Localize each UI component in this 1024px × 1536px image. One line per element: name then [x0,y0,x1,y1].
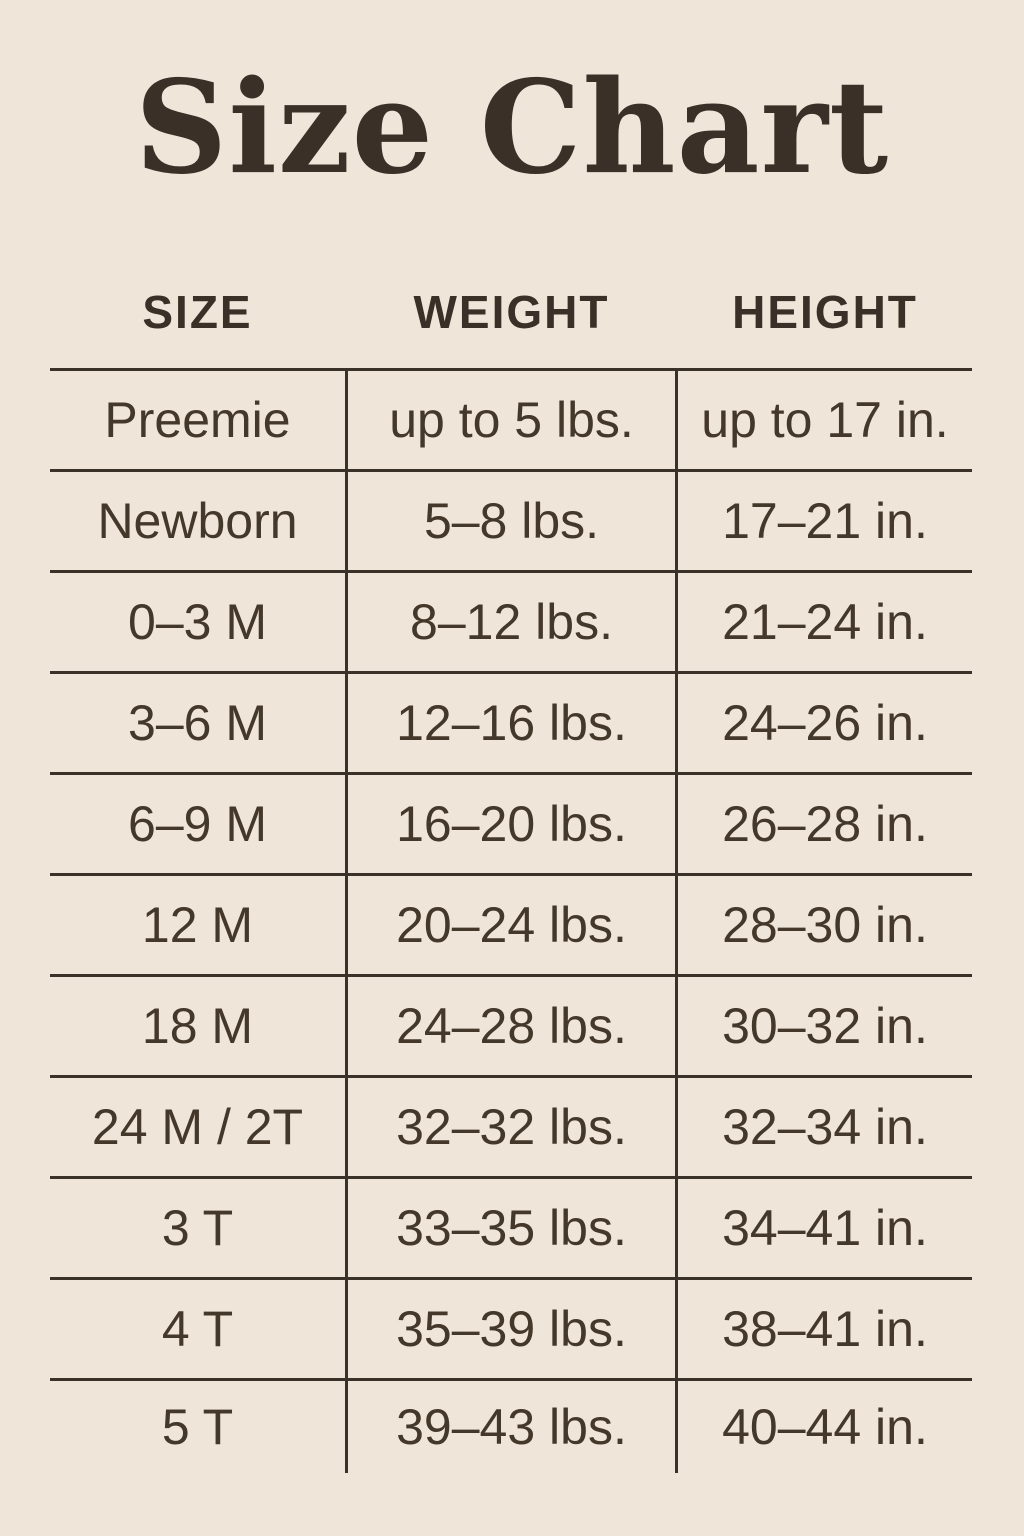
size-table: SIZE WEIGHT HEIGHT Preemie up to 5 lbs. … [50,255,972,1473]
cell-weight: 33–35 lbs. [345,1179,678,1277]
table-row: 12 M 20–24 lbs. 28–30 in. [50,873,972,974]
cell-height: 24–26 in. [722,695,928,751]
cell-height: 17–21 in. [722,493,928,549]
cell-weight: 8–12 lbs. [345,573,678,671]
table-row: 6–9 M 16–20 lbs. 26–28 in. [50,772,972,873]
cell-weight: 39–43 lbs. [345,1381,678,1473]
cell-size: 6–9 M [128,796,267,852]
table-header-row: SIZE WEIGHT HEIGHT [50,255,972,368]
cell-height: 32–34 in. [722,1099,928,1155]
cell-weight: 32–32 lbs. [345,1078,678,1176]
cell-size: 24 M / 2T [91,1099,304,1155]
column-header-size: SIZE [142,285,253,338]
cell-size: 0–3 M [128,594,267,650]
cell-weight: 20–24 lbs. [345,876,678,974]
cell-size: Newborn [97,493,298,549]
table-row: 5 T 39–43 lbs. 40–44 in. [50,1378,972,1473]
cell-height: 40–44 in. [722,1399,928,1455]
cell-size: 3–6 M [128,695,267,751]
cell-weight: 16–20 lbs. [345,775,678,873]
page-title: Size Chart [134,53,890,203]
cell-size: 12 M [141,897,254,953]
cell-height: up to 17 in. [701,392,949,448]
cell-height: 30–32 in. [722,998,928,1054]
table-row: 3–6 M 12–16 lbs. 24–26 in. [50,671,972,772]
table-row: 4 T 35–39 lbs. 38–41 in. [50,1277,972,1378]
table-row: Preemie up to 5 lbs. up to 17 in. [50,368,972,469]
table-row: 18 M 24–28 lbs. 30–32 in. [50,974,972,1075]
table-row: Newborn 5–8 lbs. 17–21 in. [50,469,972,570]
table-row: 3 T 33–35 lbs. 34–41 in. [50,1176,972,1277]
cell-weight: 35–39 lbs. [345,1280,678,1378]
cell-height: 21–24 in. [722,594,928,650]
column-header-height: HEIGHT [732,285,918,338]
cell-weight: 24–28 lbs. [345,977,678,1075]
cell-height: 38–41 in. [722,1301,928,1357]
cell-size: 4 T [161,1301,234,1357]
cell-weight: 5–8 lbs. [345,472,678,570]
cell-size: Preemie [104,392,291,448]
cell-size: 18 M [141,998,254,1054]
cell-height: 28–30 in. [722,897,928,953]
cell-height: 26–28 in. [722,796,928,852]
table-row: 0–3 M 8–12 lbs. 21–24 in. [50,570,972,671]
table-row: 24 M / 2T 32–32 lbs. 32–34 in. [50,1075,972,1176]
cell-size: 3 T [161,1200,234,1256]
cell-weight: 12–16 lbs. [345,674,678,772]
column-header-weight: WEIGHT [413,285,610,338]
cell-height: 34–41 in. [722,1200,928,1256]
cell-weight: up to 5 lbs. [345,371,678,469]
cell-size: 5 T [161,1399,234,1455]
